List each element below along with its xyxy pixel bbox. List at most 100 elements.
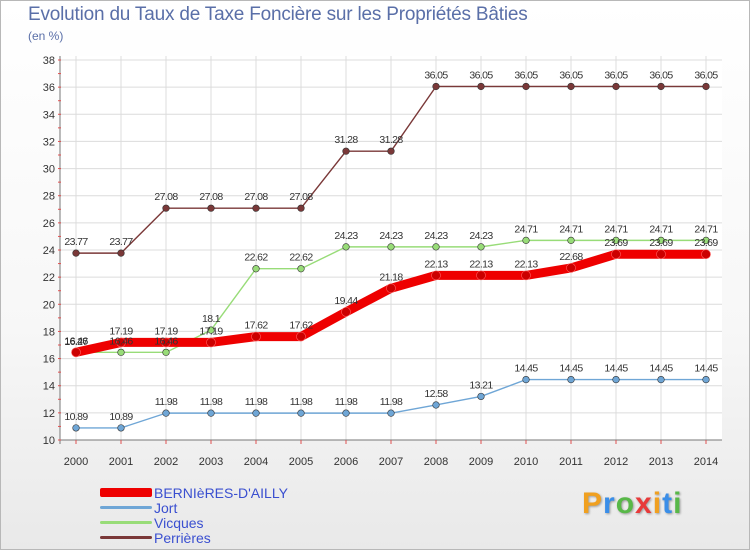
data-label: 22.13 [424, 258, 448, 270]
data-label: 11.98 [335, 396, 358, 408]
data-label: 36.05 [604, 69, 628, 81]
data-point [252, 265, 260, 273]
proxiti-logo[interactable]: Proxiti [582, 487, 682, 521]
data-point [117, 249, 125, 257]
x-tick-label: 2000 [64, 456, 88, 468]
data-point [702, 376, 710, 384]
data-point [657, 236, 665, 244]
data-point [567, 236, 575, 244]
legend-item-bernieres: BERNIèRES-D'AILLY [100, 485, 288, 501]
data-label: 36.05 [649, 69, 673, 81]
data-point [297, 265, 305, 273]
data-label: 27.08 [289, 191, 313, 203]
legend-swatch-jort [100, 506, 152, 509]
legend-label-perrieres: Perrières [154, 529, 211, 546]
data-label: 16.46 [64, 335, 88, 347]
data-label: 17.19 [199, 325, 223, 337]
data-point [566, 263, 576, 273]
data-label: 27.08 [154, 191, 178, 203]
data-point [72, 424, 80, 432]
data-label: 24.23 [379, 230, 403, 242]
y-tick-label: 36 [43, 82, 55, 94]
data-point [567, 82, 575, 91]
data-point [386, 283, 396, 294]
data-point [116, 337, 126, 348]
data-label: 24.71 [604, 223, 628, 235]
data-point [162, 409, 170, 417]
unit-label: (en %) [28, 29, 64, 43]
data-point [477, 243, 485, 251]
x-tick-label: 2003 [199, 456, 223, 468]
data-point [431, 270, 441, 281]
data-point [656, 249, 666, 260]
x-tick-label: 2001 [109, 456, 133, 468]
data-point [207, 326, 215, 334]
data-label: 24.71 [649, 223, 673, 235]
y-tick-label: 38 [43, 55, 55, 67]
data-label: 23.69 [649, 237, 673, 249]
data-point [162, 204, 170, 212]
legend-swatch-perrieres [100, 536, 152, 539]
data-label: 16.46 [154, 335, 178, 347]
logo-letter: x [635, 487, 653, 520]
y-tick-label: 28 [43, 191, 55, 203]
data-point [567, 376, 575, 384]
legend-item-vicques: Vicques [100, 515, 204, 531]
data-label: 16.46 [109, 335, 133, 347]
data-point [117, 424, 125, 432]
data-label: 14.45 [514, 363, 538, 375]
data-point [71, 347, 81, 358]
data-point [522, 82, 530, 91]
legend-swatch-vicques [100, 521, 152, 524]
data-label: 11.98 [380, 396, 403, 408]
data-point [341, 307, 351, 317]
data-point [297, 204, 305, 212]
logo-letter: t [662, 487, 674, 520]
data-point [342, 409, 350, 417]
data-label: 21.18 [379, 271, 403, 283]
data-label: 22.13 [514, 258, 538, 270]
data-label: 24.71 [559, 223, 583, 235]
y-tick-label: 10 [43, 435, 55, 447]
data-point [207, 409, 215, 417]
data-point [611, 249, 621, 260]
data-label: 17.19 [109, 325, 133, 337]
data-label: 17.19 [154, 325, 178, 337]
x-tick-label: 2013 [649, 456, 673, 468]
data-label: 22.13 [469, 258, 493, 270]
data-point [702, 82, 710, 91]
data-label: 11.98 [290, 396, 313, 408]
legend-item-perrieres: Perrières [100, 529, 211, 546]
data-label: 12.58 [424, 388, 448, 400]
y-tick-label: 30 [43, 164, 55, 176]
x-tick-label: 2002 [154, 456, 178, 468]
logo-letter: o [615, 487, 636, 520]
data-point [387, 409, 395, 417]
data-point [612, 376, 620, 384]
x-tick-label: 2008 [424, 456, 448, 468]
data-point [117, 348, 125, 356]
data-point [701, 249, 711, 260]
data-label: 14.45 [604, 363, 628, 375]
y-tick-label: 22 [43, 272, 55, 284]
data-point [252, 409, 260, 417]
legend-item-jort: Jort [100, 499, 178, 516]
data-point [612, 82, 620, 91]
data-point [251, 331, 261, 342]
x-tick-label: 2006 [334, 456, 358, 468]
data-point [387, 243, 395, 251]
data-point [342, 243, 350, 251]
x-tick-label: 2004 [244, 456, 268, 468]
data-label: 22.62 [244, 252, 268, 264]
data-label: 36.05 [424, 69, 448, 81]
legend-label-jort: Jort [154, 499, 178, 516]
data-label: 36.05 [694, 69, 718, 81]
data-point [342, 147, 350, 155]
data-point [657, 82, 665, 91]
x-tick-label: 2005 [289, 456, 313, 468]
data-point [432, 243, 440, 251]
data-point [162, 348, 170, 356]
y-tick-label: 32 [43, 136, 55, 148]
data-label: 22.62 [289, 252, 313, 264]
